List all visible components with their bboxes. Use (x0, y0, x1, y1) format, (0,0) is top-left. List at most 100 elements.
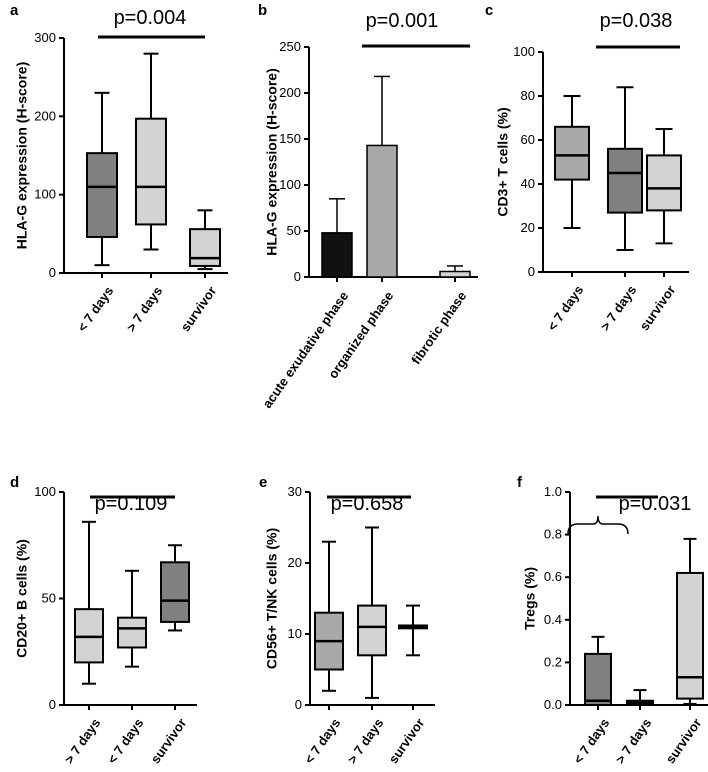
y-tick-label: 0 (295, 697, 302, 712)
category-label: < 7 days (544, 283, 586, 334)
box-2 (646, 128, 682, 245)
box-0 (554, 95, 590, 229)
y-tick-label: 200 (279, 85, 301, 100)
y-axis-label: HLA-G expression (H-score) (13, 62, 29, 249)
bar (321, 232, 353, 278)
y-tick-label: 0 (528, 264, 535, 279)
category-label: > 7 days (597, 283, 639, 334)
box-2 (189, 209, 221, 271)
box-iqr (189, 228, 221, 267)
panel-a: a HLA-G expression (H-score) 0 100 200 300 < 7… (10, 2, 228, 335)
y-tick-label: 300 (34, 30, 56, 45)
y-tick-label: 0 (49, 265, 56, 280)
panel-letter: b (258, 2, 267, 19)
box-iqr (607, 147, 643, 214)
box-0 (86, 91, 118, 267)
y-tick-label: 30 (288, 484, 302, 499)
bar (366, 144, 398, 278)
y-tick-label: 10 (288, 626, 302, 641)
panel-d: d CD20+ B cells (%) 0 50 100 > 7 days < 7 days… (10, 474, 197, 767)
y-tick-label: 100 (34, 187, 56, 202)
p-value: p=0.109 (95, 493, 168, 515)
box-0 (314, 540, 344, 692)
y-tick-label: 150 (279, 131, 301, 146)
box-iqr (86, 152, 118, 238)
box-iqr (135, 117, 167, 226)
box-1 (626, 689, 654, 706)
category-label: survivor (148, 716, 190, 767)
y-tick-label: 40 (521, 176, 535, 191)
p-value: p=0.658 (331, 493, 404, 515)
category-label: > 7 days (123, 284, 165, 335)
panel-f: f Tregs (%) 0.0 0.2 0.4 0.6 0.8 1.0 < 7 days > 7 … (517, 474, 708, 767)
y-tick-label: 50 (287, 223, 301, 238)
panel-b: b HLA-G expression (H-score) 0 50 100 150 200 2… (258, 2, 478, 411)
y-tick-label: 50 (42, 591, 56, 606)
bar (439, 270, 471, 278)
category-label: < 7 days (104, 716, 146, 767)
box-iqr (554, 125, 590, 181)
y-tick-label: 0.2 (544, 654, 562, 669)
y-tick-label: 20 (521, 220, 535, 235)
p-value: p=0.038 (600, 10, 673, 32)
category-label: survivor (663, 716, 705, 767)
y-tick-label: 0.8 (544, 527, 562, 542)
y-tick-label: 20 (288, 555, 302, 570)
y-axis-label: Tregs (%) (521, 567, 537, 630)
box-0 (74, 520, 104, 685)
box-iqr (117, 616, 147, 649)
box-1 (607, 86, 643, 251)
box-1 (135, 52, 167, 251)
panel-e: e CD56+ T/NK cells (%) 0 10 20 30 < 7 days > 7 … (259, 474, 435, 767)
box-iqr (676, 571, 704, 700)
p-value: p=0.001 (366, 10, 439, 32)
panel-c: c CD3+ T cells (%) 0 20 40 60 80 100 < 7 days > 7… (485, 2, 689, 334)
y-axis-label: CD20+ B cells (%) (13, 539, 29, 658)
category-label: < 7 days (570, 716, 612, 767)
category-label: < 7 days (301, 716, 343, 767)
y-tick-label: 80 (521, 88, 535, 103)
category-label: survivor (637, 283, 679, 334)
y-tick-label: 0 (294, 269, 301, 284)
category-label: < 7 days (74, 284, 116, 335)
bar-1 (366, 75, 398, 278)
y-tick-label: 100 (513, 44, 535, 59)
panel-letter: c (485, 2, 493, 19)
category-label: > 7 days (61, 716, 103, 767)
box-1 (357, 526, 387, 699)
category-label: acute exudative phase (259, 289, 351, 411)
y-axis-label: CD3+ T cells (%) (494, 107, 510, 216)
y-tick-label: 200 (34, 108, 56, 123)
p-value: p=0.004 (114, 7, 187, 29)
box-iqr (357, 604, 387, 657)
y-tick-label: 0.0 (544, 697, 562, 712)
box-2 (676, 537, 704, 705)
y-tick-label: 60 (521, 132, 535, 147)
y-tick-label: 100 (34, 484, 56, 499)
y-tick-label: 0 (49, 697, 56, 712)
box-1 (117, 569, 147, 668)
box-2 (160, 544, 190, 632)
category-label: survivor (178, 284, 220, 335)
y-tick-label: 0.4 (544, 612, 562, 627)
box-0 (584, 635, 612, 707)
y-axis-label: CD56+ T/NK cells (%) (263, 528, 279, 669)
box-iqr (646, 154, 682, 212)
panel-letter: e (259, 474, 267, 491)
box-2 (398, 604, 428, 657)
box-iqr (160, 561, 190, 623)
p-value: p=0.031 (619, 493, 692, 515)
bar-0 (321, 198, 353, 278)
panel-letter: a (10, 2, 19, 19)
category-label: > 7 days (344, 716, 386, 767)
y-axis-label: HLA-G expression (H-score) (263, 68, 279, 255)
category-label: > 7 days (612, 716, 654, 767)
group-brace (567, 515, 629, 535)
y-tick-label: 100 (279, 177, 301, 192)
category-label: fibrotic phase (408, 289, 469, 367)
category-label: survivor (386, 716, 428, 767)
y-tick-label: 250 (279, 39, 301, 54)
panel-letter: d (10, 474, 19, 491)
y-tick-label: 1.0 (544, 484, 562, 499)
